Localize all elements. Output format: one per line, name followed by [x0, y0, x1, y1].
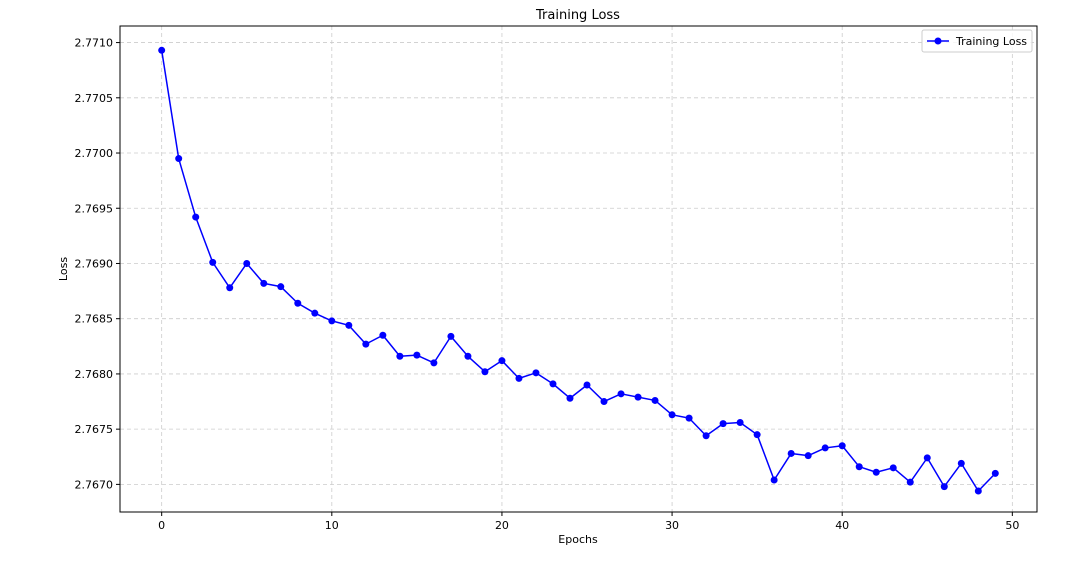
data-point: [447, 332, 455, 340]
data-point: [685, 414, 693, 422]
x-tick-label: 10: [325, 519, 339, 532]
legend: Training Loss: [921, 29, 1033, 53]
data-point: [464, 352, 472, 360]
data-point: [821, 444, 829, 452]
data-point: [787, 449, 795, 457]
data-point: [226, 284, 234, 292]
legend-box: [921, 29, 1033, 53]
data-point: [430, 359, 438, 367]
data-point: [413, 351, 421, 359]
data-point: [481, 368, 489, 376]
y-tick-label: 2.7685: [75, 313, 114, 326]
data-point: [515, 374, 523, 382]
y-axis-label: Loss: [57, 257, 70, 281]
data-point: [702, 432, 710, 440]
data-point: [668, 411, 676, 419]
data-point: [549, 380, 557, 388]
data-point: [923, 454, 931, 462]
data-point: [872, 468, 880, 476]
data-point: [940, 483, 948, 491]
data-point: [379, 331, 387, 339]
x-axis-label: Epochs: [558, 533, 598, 546]
y-tick-label: 2.7700: [75, 147, 114, 160]
y-tick-label: 2.7695: [75, 202, 114, 215]
data-point: [719, 420, 727, 428]
data-point: [736, 419, 744, 427]
chart-title: Training Loss: [535, 8, 620, 23]
x-axis-ticks: 0 10 20 30 40 50: [158, 512, 1019, 532]
y-tick-label: 2.7670: [75, 478, 114, 491]
data-point: [906, 478, 914, 486]
data-point: [957, 459, 965, 467]
y-axis-ticks: 2.7670 2.7675 2.7680 2.7685 2.7690 2.7695 2.77…: [75, 37, 120, 491]
data-point: [311, 309, 319, 317]
legend-marker: [934, 37, 942, 45]
data-point: [192, 213, 200, 221]
data-point: [396, 352, 404, 360]
y-tick-label: 2.7675: [75, 423, 114, 436]
data-point: [838, 442, 846, 450]
data-point: [600, 398, 608, 406]
plot-frame: [119, 25, 1038, 513]
data-point: [566, 394, 574, 402]
data-point: [855, 463, 863, 471]
y-tick-label: 2.7680: [75, 368, 114, 381]
y-tick-label: 2.7690: [75, 257, 114, 270]
data-point: [498, 357, 506, 365]
data-point: [583, 381, 591, 389]
data-point: [634, 393, 642, 401]
data-point: [532, 369, 540, 377]
data-point: [175, 155, 183, 163]
x-tick-label: 50: [1005, 519, 1019, 532]
series-layer: [158, 46, 999, 495]
data-point: [651, 396, 659, 404]
x-tick-label: 20: [495, 519, 509, 532]
x-tick-label: 30: [665, 519, 679, 532]
data-point: [617, 390, 625, 398]
data-point: [804, 452, 812, 460]
y-tick-label: 2.7705: [75, 92, 114, 105]
data-point: [260, 279, 268, 287]
x-tick-label: 40: [835, 519, 849, 532]
data-point: [362, 340, 370, 348]
data-point: [328, 317, 336, 325]
legend-label: Training Loss: [955, 35, 1027, 48]
data-point: [991, 469, 999, 477]
data-point: [294, 299, 302, 307]
data-point: [753, 431, 761, 439]
data-point: [209, 258, 217, 266]
data-point: [243, 259, 251, 267]
data-point: [345, 321, 353, 329]
data-point: [770, 476, 778, 484]
data-point: [277, 283, 285, 291]
series-line: [160, 50, 996, 492]
data-point: [974, 487, 982, 495]
y-tick-label: 2.7710: [75, 37, 114, 50]
data-point: [889, 464, 897, 472]
grid-lines: [120, 26, 1037, 512]
data-point: [158, 46, 166, 54]
x-tick-label: 0: [158, 519, 165, 532]
